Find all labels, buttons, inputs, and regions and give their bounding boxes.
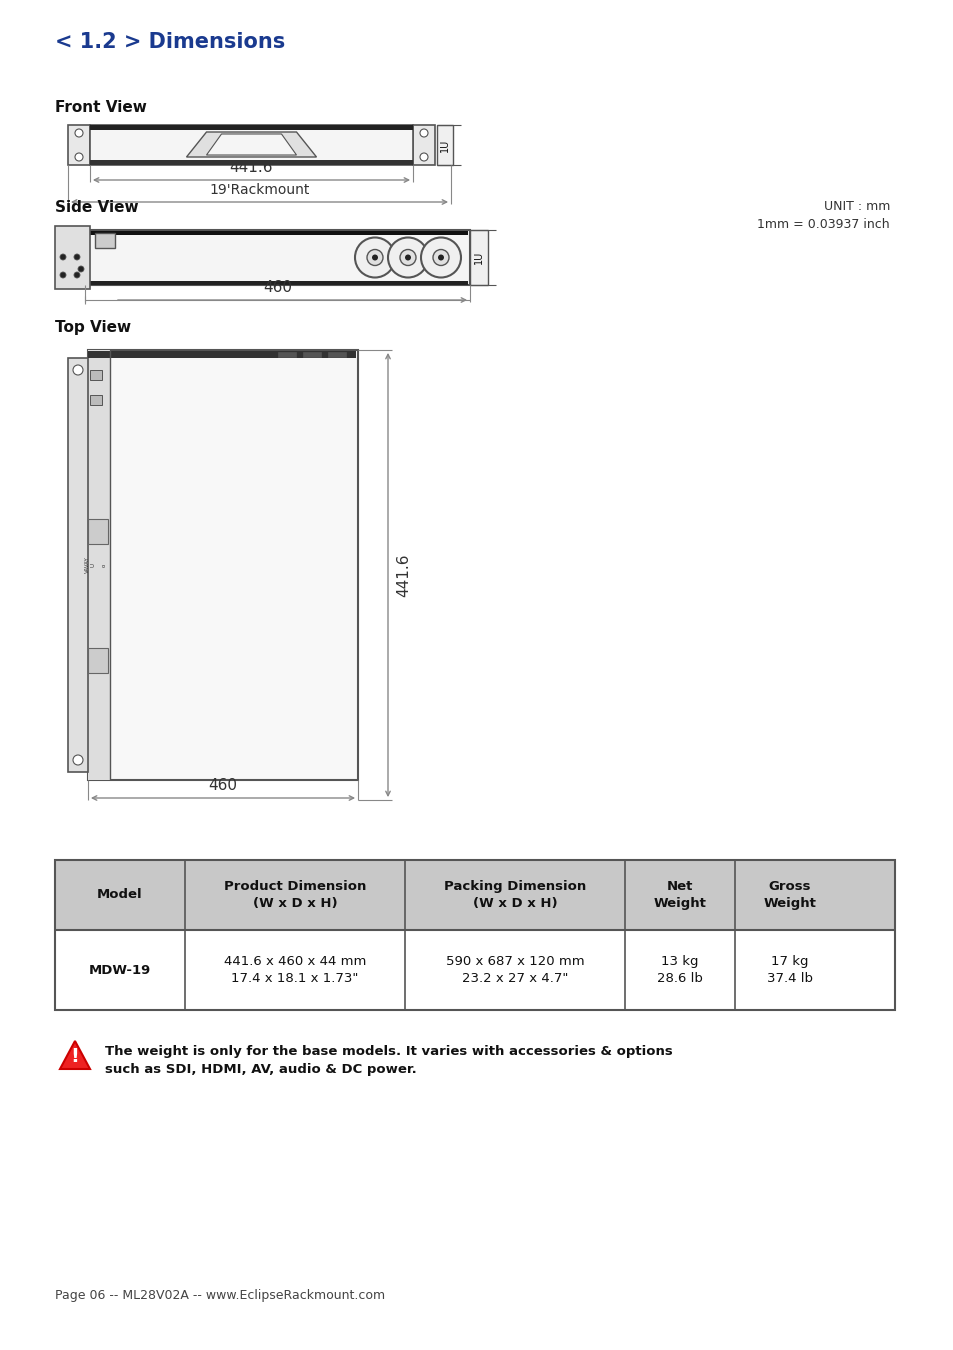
Text: 441.6: 441.6	[395, 554, 411, 597]
Text: The weight is only for the base models. It varies with accessories & options
suc: The weight is only for the base models. …	[105, 1045, 672, 1076]
Text: Model: Model	[97, 888, 143, 902]
Circle shape	[73, 364, 83, 375]
Circle shape	[78, 266, 84, 271]
Circle shape	[74, 271, 80, 278]
Text: UNIT : mm: UNIT : mm	[822, 200, 889, 213]
Bar	[88, 350, 110, 780]
Circle shape	[75, 153, 83, 161]
Bar	[90, 396, 102, 405]
Text: Gross
Weight: Gross Weight	[762, 880, 816, 910]
Bar	[95, 234, 115, 248]
Circle shape	[60, 271, 66, 278]
Bar	[470, 230, 488, 285]
Circle shape	[437, 255, 443, 261]
Polygon shape	[60, 1041, 90, 1069]
Text: < 1.2 > Dimensions: < 1.2 > Dimensions	[55, 32, 285, 53]
Text: 1U: 1U	[474, 251, 483, 265]
Bar	[90, 126, 413, 165]
Polygon shape	[206, 134, 296, 155]
Text: VAVAY
U

o: VAVAY U o	[85, 556, 107, 574]
Bar	[88, 518, 108, 544]
Bar	[90, 161, 413, 165]
Circle shape	[372, 255, 377, 261]
Text: 19'Rackmount: 19'Rackmount	[209, 184, 310, 197]
Bar	[413, 126, 435, 165]
Bar	[88, 351, 355, 358]
Text: Top View: Top View	[55, 320, 131, 335]
Bar	[303, 352, 320, 356]
Text: 460: 460	[209, 778, 237, 792]
Bar	[87, 281, 468, 285]
Bar	[90, 126, 413, 130]
Bar	[90, 370, 102, 379]
Bar	[68, 126, 90, 165]
Circle shape	[74, 254, 80, 261]
Bar	[87, 231, 468, 235]
Text: 13 kg
28.6 lb: 13 kg 28.6 lb	[657, 954, 702, 986]
Bar	[328, 352, 346, 356]
Text: 441.6 x 460 x 44 mm
17.4 x 18.1 x 1.73": 441.6 x 460 x 44 mm 17.4 x 18.1 x 1.73"	[224, 954, 366, 986]
Circle shape	[419, 130, 428, 136]
Text: Net
Weight: Net Weight	[653, 880, 706, 910]
Circle shape	[405, 255, 411, 261]
Bar	[88, 648, 108, 672]
Text: Side View: Side View	[55, 200, 138, 215]
Text: Front View: Front View	[55, 100, 147, 115]
Circle shape	[433, 250, 449, 266]
Bar	[277, 352, 295, 356]
Circle shape	[388, 238, 428, 278]
Bar	[436, 126, 453, 165]
Text: MDW-19: MDW-19	[89, 964, 151, 976]
Bar	[55, 930, 894, 1010]
Text: 460: 460	[263, 279, 292, 296]
Circle shape	[355, 238, 395, 278]
Text: 1U: 1U	[439, 139, 450, 151]
Circle shape	[73, 755, 83, 765]
Text: 1mm = 0.03937 inch: 1mm = 0.03937 inch	[757, 217, 889, 231]
Text: Packing Dimension
(W x D x H): Packing Dimension (W x D x H)	[443, 880, 585, 910]
Bar	[85, 230, 470, 285]
Bar	[68, 358, 88, 772]
Bar	[88, 350, 357, 780]
Circle shape	[60, 254, 66, 261]
Text: Page 06 -- ML28V02A -- www.EclipseRackmount.com: Page 06 -- ML28V02A -- www.EclipseRackmo…	[55, 1289, 385, 1301]
Text: 441.6: 441.6	[230, 161, 273, 176]
Text: 590 x 687 x 120 mm
23.2 x 27 x 4.7": 590 x 687 x 120 mm 23.2 x 27 x 4.7"	[445, 954, 583, 986]
Polygon shape	[186, 132, 316, 157]
Bar	[55, 860, 894, 1010]
Text: Product Dimension
(W x D x H): Product Dimension (W x D x H)	[224, 880, 366, 910]
Circle shape	[420, 238, 460, 278]
Bar	[55, 860, 894, 930]
Bar	[55, 225, 90, 289]
Text: 17 kg
37.4 lb: 17 kg 37.4 lb	[766, 954, 812, 986]
Text: !: !	[71, 1048, 79, 1067]
Circle shape	[399, 250, 416, 266]
Circle shape	[75, 130, 83, 136]
Circle shape	[367, 250, 382, 266]
Circle shape	[419, 153, 428, 161]
